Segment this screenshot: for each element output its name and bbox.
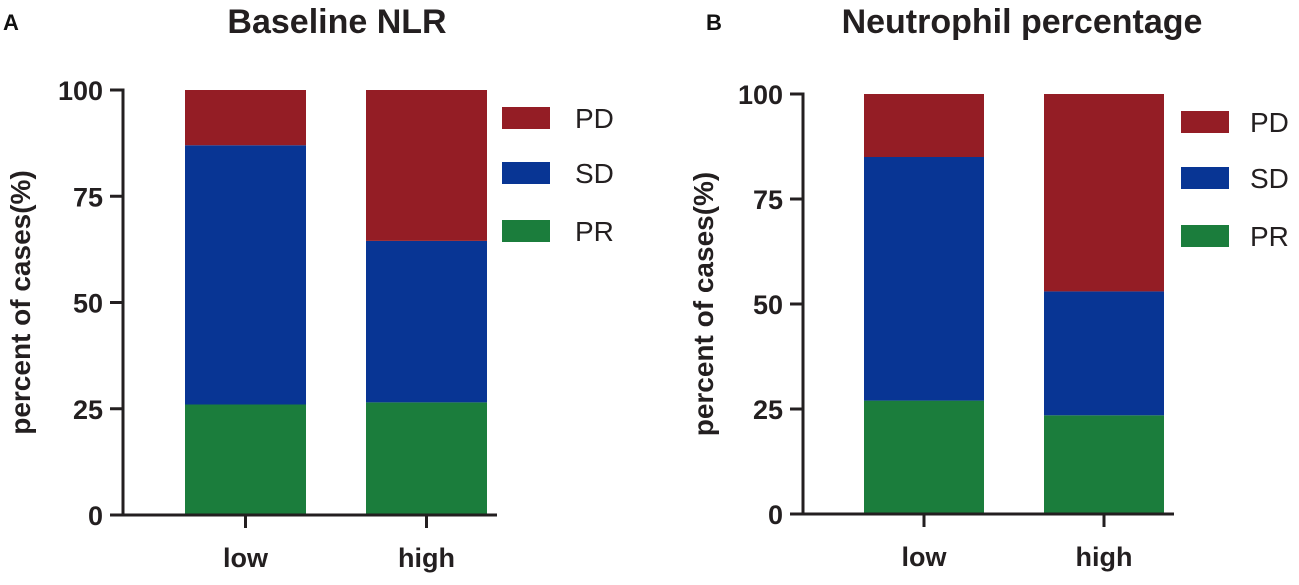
legend-swatch-sd bbox=[1181, 167, 1229, 189]
legend-label-sd: SD bbox=[1250, 163, 1289, 194]
x-tick-label-high: high bbox=[1076, 542, 1133, 572]
x-tick-label-low: low bbox=[902, 542, 948, 572]
chart-title: Neutrophil percentage bbox=[842, 3, 1203, 41]
bar-low-sd bbox=[864, 157, 984, 401]
chart-title: Baseline NLR bbox=[227, 3, 446, 41]
bar-low-pr bbox=[185, 404, 306, 515]
legend-label-pd: PD bbox=[575, 103, 614, 134]
y-tick-label: 75 bbox=[73, 182, 103, 212]
legend-swatch-pr bbox=[1181, 225, 1229, 247]
y-tick-label: 0 bbox=[768, 500, 783, 530]
panel-label: B bbox=[706, 10, 722, 35]
bar-low-sd bbox=[185, 145, 306, 405]
bar-low-pd bbox=[864, 94, 984, 157]
y-tick-label: 50 bbox=[73, 289, 103, 319]
x-tick-label-high: high bbox=[398, 543, 455, 573]
legend-swatch-pd bbox=[1181, 111, 1229, 133]
x-tick-label-low: low bbox=[223, 543, 269, 573]
legend-label-sd: SD bbox=[575, 158, 614, 189]
bar-high-pr bbox=[1044, 415, 1164, 514]
legend-swatch-pd bbox=[502, 107, 550, 129]
legend-label-pr: PR bbox=[575, 216, 614, 247]
bar-high-sd bbox=[1044, 291, 1164, 416]
y-tick-label: 25 bbox=[73, 395, 103, 425]
legend-label-pd: PD bbox=[1250, 107, 1289, 138]
y-tick-label: 100 bbox=[738, 80, 783, 110]
y-tick-label: 100 bbox=[58, 76, 103, 106]
bar-high-sd bbox=[366, 240, 487, 403]
y-axis-label: percent of cases(%) bbox=[5, 170, 36, 435]
y-tick-label: 0 bbox=[88, 501, 103, 531]
y-tick-label: 25 bbox=[753, 395, 783, 425]
bar-low-pd bbox=[185, 90, 306, 146]
bar-high-pd bbox=[366, 90, 487, 241]
bar-high-pr bbox=[366, 402, 487, 515]
legend-swatch-sd bbox=[502, 162, 550, 184]
bar-high-pd bbox=[1044, 94, 1164, 292]
legend-label-pr: PR bbox=[1250, 221, 1289, 252]
bar-low-pr bbox=[864, 400, 984, 514]
y-tick-label: 75 bbox=[753, 185, 783, 215]
y-axis-label: percent of cases(%) bbox=[688, 172, 719, 437]
y-tick-label: 50 bbox=[753, 290, 783, 320]
legend-swatch-pr bbox=[502, 220, 550, 242]
panel-label: A bbox=[3, 10, 19, 35]
